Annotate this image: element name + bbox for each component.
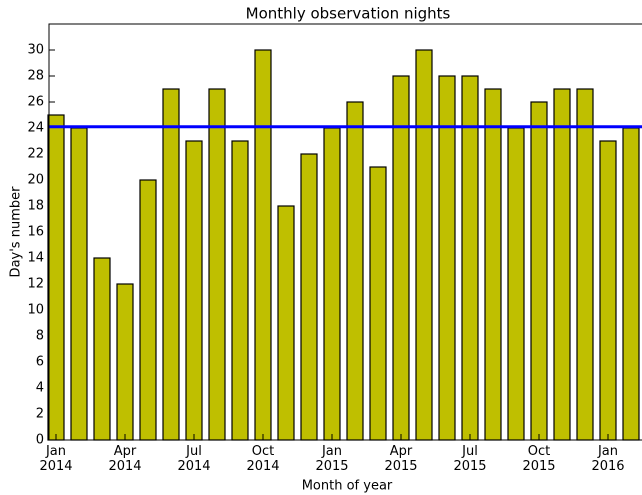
bar — [599, 140, 617, 441]
y-tick-label: 22 — [27, 147, 44, 162]
bar — [461, 75, 479, 441]
bar — [369, 166, 387, 441]
x-axis-label: Month of year — [302, 479, 393, 494]
bar — [392, 75, 410, 441]
bar — [47, 114, 65, 441]
bar — [300, 153, 318, 441]
y-axis-label: Day's number — [9, 186, 24, 278]
y-tick-label: 20 — [27, 173, 44, 188]
bar — [438, 75, 456, 441]
x-tick-label: Apr 2015 — [384, 444, 418, 474]
bar — [346, 101, 364, 441]
bar — [162, 88, 180, 441]
bar — [277, 205, 295, 441]
bar — [576, 88, 594, 441]
y-tick-label: 2 — [36, 407, 44, 422]
bar — [116, 283, 134, 441]
y-tick-label: 14 — [27, 251, 44, 266]
y-tick-label: 30 — [27, 43, 44, 58]
y-tick-label: 16 — [27, 225, 44, 240]
chart-title: Monthly observation nights — [246, 5, 451, 23]
x-tick-label: Jan 2014 — [39, 444, 73, 474]
x-tick-label: Jan 2016 — [591, 444, 625, 474]
y-tick-label: 12 — [27, 277, 44, 292]
x-tick-label: Apr 2014 — [108, 444, 142, 474]
bar — [507, 127, 525, 441]
y-tick-label: 28 — [27, 69, 44, 84]
y-tick-label: 0 — [36, 433, 44, 448]
y-tick-label: 4 — [36, 381, 44, 396]
y-tick-label: 6 — [36, 355, 44, 370]
y-tick-label: 10 — [27, 303, 44, 318]
bar — [553, 88, 571, 441]
bar — [254, 49, 272, 441]
x-tick-label: Jul 2015 — [453, 444, 487, 474]
y-tick-label: 24 — [27, 121, 44, 136]
plot-frame — [48, 23, 642, 441]
x-tick-label: Jan 2015 — [315, 444, 349, 474]
bar — [323, 127, 341, 441]
bar — [208, 88, 226, 441]
x-tick-label: Oct 2015 — [522, 444, 556, 474]
x-tick-label: Oct 2014 — [246, 444, 280, 474]
x-tick-label: Jul 2014 — [177, 444, 211, 474]
bar — [484, 88, 502, 441]
bar — [415, 49, 433, 441]
y-tick-label: 8 — [36, 329, 44, 344]
bar — [70, 127, 88, 441]
bar — [622, 127, 640, 441]
bar — [231, 140, 249, 441]
y-tick-label: 18 — [27, 199, 44, 214]
bar — [93, 257, 111, 441]
y-tick-label: 26 — [27, 95, 44, 110]
bar — [185, 140, 203, 441]
bar — [139, 179, 157, 441]
bar — [530, 101, 548, 441]
